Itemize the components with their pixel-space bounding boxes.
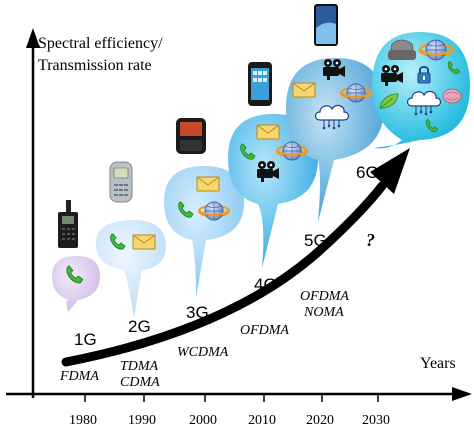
bubble-3g — [164, 166, 244, 298]
vr-headset-icon — [388, 39, 416, 60]
generation-label-6g: 6G — [356, 163, 379, 182]
y-axis — [26, 28, 40, 398]
smartphone-icon — [248, 62, 272, 106]
mail-icon — [292, 82, 316, 98]
bubble-1g — [52, 256, 100, 312]
x-axis-label: Years — [420, 355, 456, 372]
growth-arrow — [61, 148, 410, 367]
generation-label-5g: 5G — [304, 231, 327, 250]
tech-label-tdma: TDMA — [120, 359, 159, 374]
blackberry-icon — [176, 118, 206, 154]
tech-label-noma: NOMA — [303, 305, 344, 320]
nokia-phone-icon — [109, 161, 133, 203]
generation-label-3g: 3G — [186, 303, 209, 322]
generation-label-2g: 2G — [128, 317, 151, 336]
mail-icon — [196, 176, 220, 192]
x-axis — [6, 387, 472, 401]
mail-icon — [256, 124, 280, 140]
generation-label-4g: 4G — [254, 275, 277, 294]
modern-smartphone-icon — [314, 4, 338, 46]
tech-label-unknown: ? — [366, 230, 375, 250]
tech-label-cdma: CDMA — [120, 375, 160, 390]
bubble-2g — [96, 219, 166, 318]
tech-label-fdma: FDMA — [59, 369, 99, 384]
tech-label-ofdma: OFDMA — [240, 323, 289, 338]
x-ticks — [84, 394, 379, 402]
x-tick-label: 2020 — [306, 413, 334, 428]
mail-icon — [132, 234, 156, 250]
y-axis-label-line2: Transmission rate — [38, 57, 152, 74]
y-axis-label-line1: Spectral efficiency/ — [38, 35, 163, 52]
brain-icon — [442, 88, 462, 104]
x-tick-label: 1990 — [128, 413, 156, 428]
brick-phone-icon — [58, 200, 78, 248]
x-tick-label: 2000 — [189, 413, 217, 428]
tech-label-ofdma: OFDMA — [300, 289, 349, 304]
x-tick-label: 2030 — [362, 413, 390, 428]
bubble-6g — [372, 32, 470, 149]
x-tick-label: 2010 — [248, 413, 276, 428]
generation-label-1g: 1G — [74, 330, 97, 349]
tech-label-wcdma: WCDMA — [177, 345, 229, 360]
x-tick-label: 1980 — [69, 413, 97, 428]
